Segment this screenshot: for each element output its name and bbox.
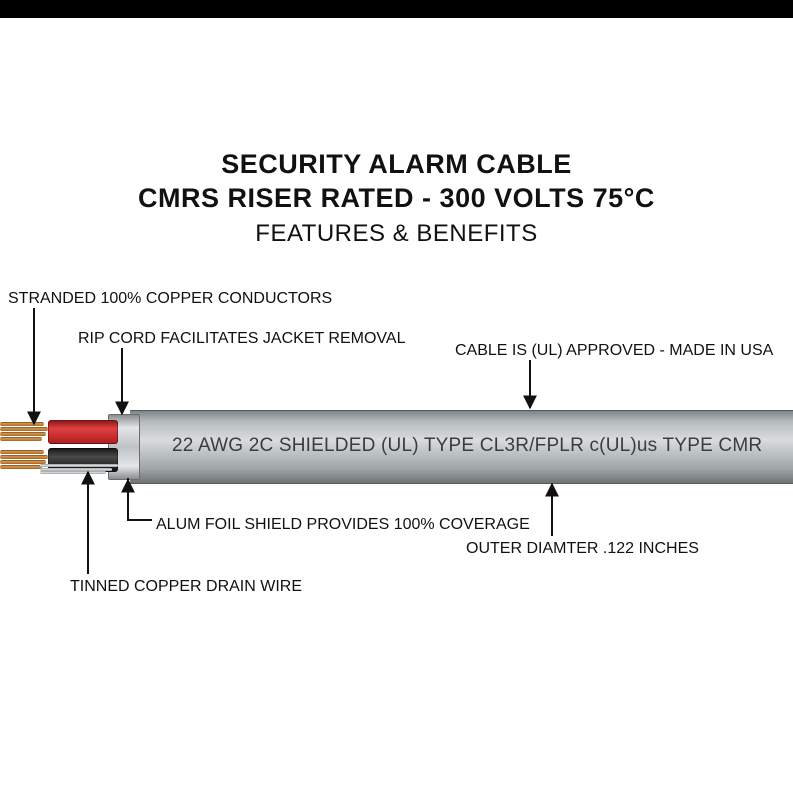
conductor-red [0, 420, 118, 444]
title-line-2: CMRS RISER RATED - 300 VOLTS 75°C [0, 182, 793, 216]
callout-stranded: STRANDED 100% COPPER CONDUCTORS [8, 290, 332, 308]
copper-strands-red [0, 420, 48, 444]
callout-foil: ALUM FOIL SHIELD PROVIDES 100% COVERAGE [156, 516, 530, 534]
title-block: SECURITY ALARM CABLE CMRS RISER RATED - … [0, 148, 793, 248]
callout-ripcord: RIP CORD FACILITATES JACKET REMOVAL [78, 330, 405, 348]
cable-jacket-text: 22 AWG 2C SHIELDED (UL) TYPE CL3R/FPLR c… [172, 410, 787, 482]
cable-diagram: 22 AWG 2C SHIELDED (UL) TYPE CL3R/FPLR c… [0, 410, 793, 482]
drain-wire [40, 464, 118, 474]
leader-lines [0, 0, 793, 793]
callout-drain: TINNED COPPER DRAIN WIRE [70, 578, 302, 596]
top-bar [0, 0, 793, 18]
callout-outer: OUTER DIAMTER .122 INCHES [466, 540, 699, 558]
insulation-red [48, 420, 118, 444]
title-line-3: FEATURES & BENEFITS [0, 220, 793, 248]
title-line-1: SECURITY ALARM CABLE [0, 148, 793, 182]
callout-ul: CABLE IS (UL) APPROVED - MADE IN USA [455, 342, 773, 360]
